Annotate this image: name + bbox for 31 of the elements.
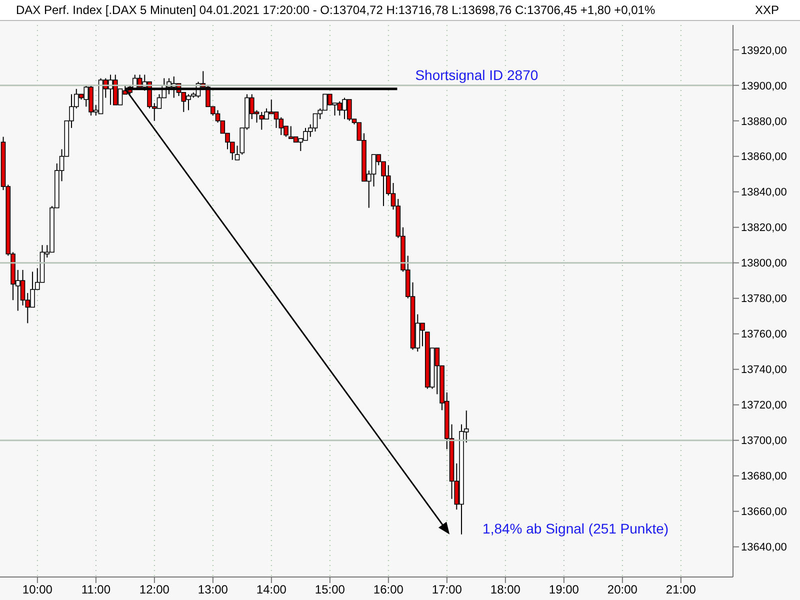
x-tick-label: 15:00 — [314, 582, 346, 597]
y-tick-label: 13760,00 — [741, 328, 787, 341]
y-tick-label: 13800,00 — [741, 258, 787, 270]
x-tick-label: 14:00 — [256, 582, 287, 597]
y-tick-label: 13660,00 — [741, 506, 787, 518]
y-tick-label: 13840,00 — [741, 186, 787, 199]
chart-title: DAX Perf. Index [.DAX 5 Minuten] 04.01.2021 17:20:00 - O:13704,72 H:13716,78 L:13698,76 C:13706,45 +1,80 +0,01% — [15, 3, 656, 17]
y-tick-label: 13900,00 — [741, 80, 787, 92]
x-tick-label: 16:00 — [373, 582, 404, 597]
y-tick-label: 13820,00 — [741, 222, 787, 234]
y-tick-label: 13720,00 — [741, 400, 787, 412]
annotation: 1,84% ab Signal (251 Punkte) — [482, 520, 669, 536]
y-tick-label: 13680,00 — [741, 470, 787, 483]
x-tick-label: 13:00 — [198, 582, 228, 597]
x-tick-label: 12:00 — [139, 582, 170, 597]
y-axis-title: XXP — [754, 3, 780, 17]
y-tick-label: 13860,00 — [741, 151, 787, 164]
y-tick-label: 13740,00 — [741, 364, 787, 376]
y-tick-label: 13780,00 — [741, 293, 787, 306]
x-tick-label: 17:00 — [432, 582, 462, 597]
annotation: Shortsignal ID 2870 — [415, 66, 538, 83]
x-tick-label: 21:00 — [666, 582, 696, 597]
x-tick-label: 19:00 — [548, 582, 580, 597]
x-tick-label: 18:00 — [490, 582, 521, 597]
x-tick-label: 20:00 — [607, 582, 638, 597]
x-tick-label: 11:00 — [81, 582, 111, 597]
y-tick-label: 13880,00 — [741, 116, 787, 128]
y-tick-label: 13640,00 — [741, 542, 787, 554]
y-tick-label: 13920,00 — [741, 44, 787, 57]
y-tick-label: 13700,00 — [741, 435, 787, 448]
x-tick-label: 10:00 — [22, 582, 53, 597]
